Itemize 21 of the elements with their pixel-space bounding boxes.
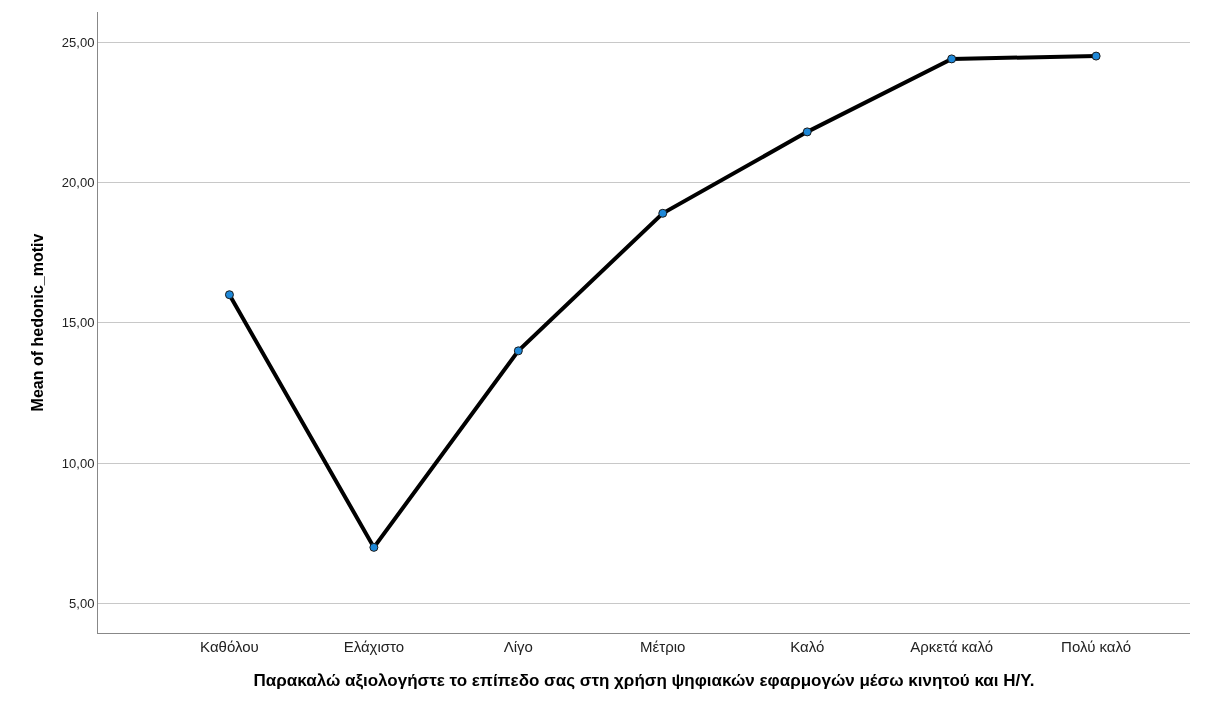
y-tick-label: 15,00 [61,315,95,331]
point [1091,51,1101,61]
x-axis-title: Παρακαλώ αξιολογήστε το επίπεδο σας στη χρήση ψηφιακών εφαρμογών μέσω κινητού και Η/Υ. [253,671,1035,691]
point [802,127,812,137]
point [369,542,379,552]
point [513,346,523,356]
x-tick-label: Πολύ καλό [1061,638,1132,655]
x-tick-label: Αρκετά καλό [910,638,994,655]
y-axis-title: Mean of hedonic_motiv [28,233,46,412]
y-tick-label: 5,00 [69,596,95,612]
x-tick-label: Καθόλου [200,638,259,655]
y-tick-label: 25,00 [61,34,95,50]
x-tick-label: Ελάχιστο [343,638,405,655]
y-tick-label: 20,00 [61,174,95,190]
point [947,54,957,64]
y-tick-label: 10,00 [61,455,95,471]
point [658,208,668,218]
x-tick-label: Λίγο [503,638,533,655]
x-tick-label: Μέτριο [640,638,686,655]
point [224,290,234,300]
x-tick-label: Καλό [790,638,825,655]
